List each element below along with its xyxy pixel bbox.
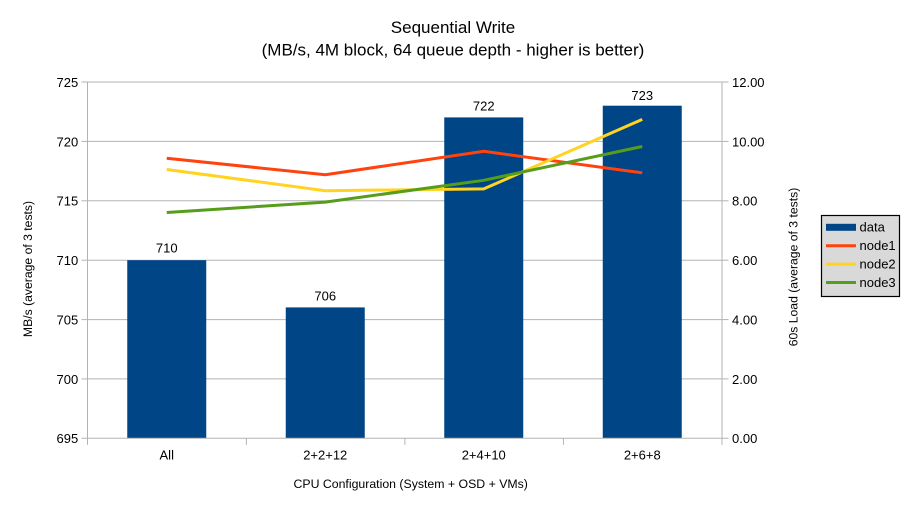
- svg-text:2+6+8: 2+6+8: [624, 447, 661, 462]
- svg-text:706: 706: [314, 289, 336, 304]
- svg-text:723: 723: [631, 88, 653, 103]
- svg-text:12.00: 12.00: [732, 75, 765, 90]
- svg-text:2.00: 2.00: [732, 372, 757, 387]
- svg-text:CPU Configuration (System + OS: CPU Configuration (System + OSD + VMs): [293, 477, 527, 491]
- svg-text:720: 720: [56, 134, 78, 149]
- svg-text:2+2+12: 2+2+12: [303, 447, 347, 462]
- svg-text:data: data: [860, 220, 886, 235]
- svg-text:(MB/s, 4M block, 64 queue dept: (MB/s, 4M block, 64 queue depth - higher…: [262, 40, 645, 59]
- svg-text:705: 705: [56, 313, 78, 328]
- svg-text:710: 710: [56, 253, 78, 268]
- svg-text:722: 722: [473, 99, 495, 114]
- svg-text:725: 725: [56, 75, 78, 90]
- svg-text:0.00: 0.00: [732, 431, 757, 446]
- svg-text:8.00: 8.00: [732, 194, 757, 209]
- svg-text:710: 710: [156, 241, 178, 256]
- svg-text:6.00: 6.00: [732, 253, 757, 268]
- svg-text:715: 715: [56, 194, 78, 209]
- svg-text:695: 695: [56, 431, 78, 446]
- svg-text:10.00: 10.00: [732, 134, 765, 149]
- svg-text:MB/s (average of 3 tests): MB/s (average of 3 tests): [21, 201, 35, 337]
- svg-text:4.00: 4.00: [732, 313, 757, 328]
- svg-text:2+4+10: 2+4+10: [462, 447, 506, 462]
- svg-text:700: 700: [56, 372, 78, 387]
- svg-text:node3: node3: [860, 275, 896, 290]
- svg-text:node1: node1: [860, 238, 896, 253]
- svg-text:60s Load (average of 3 tests): 60s Load (average of 3 tests): [787, 188, 801, 347]
- svg-text:Sequential Write: Sequential Write: [391, 18, 515, 37]
- svg-text:All: All: [160, 447, 175, 462]
- svg-text:node2: node2: [860, 257, 896, 272]
